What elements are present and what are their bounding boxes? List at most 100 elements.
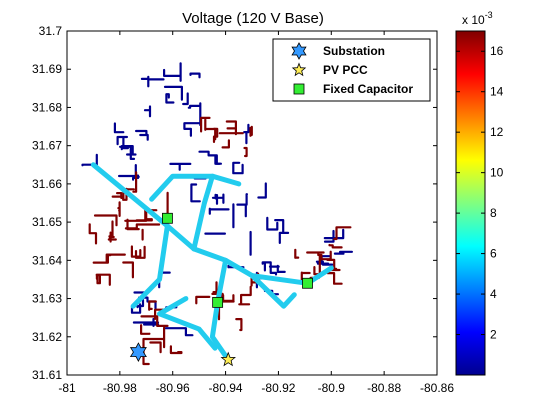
feeder-segment — [148, 300, 157, 311]
feeder-segment — [249, 125, 253, 137]
capacitor-marker — [162, 212, 173, 224]
feeder-trunk — [191, 173, 242, 252]
feeder-segment — [163, 85, 183, 101]
chart-title: Voltage (120 V Base) — [182, 10, 324, 27]
feeder-segment — [132, 171, 138, 193]
feeder-segment — [140, 75, 150, 88]
substation-marker — [129, 342, 147, 362]
feeder-segment — [93, 214, 118, 227]
y-tick-label: 31.63 — [32, 292, 62, 306]
feeder-segment — [200, 116, 211, 133]
colorbar-axis: 2 4 6 8 10 12 14 16 — [456, 44, 504, 342]
colorbar-tick-label: 4 — [490, 287, 497, 301]
feeder-segment — [126, 218, 140, 231]
feeder-segment — [135, 129, 149, 141]
feeder-segment — [164, 327, 194, 337]
point-markers — [129, 212, 313, 367]
feeder-segment — [169, 162, 192, 171]
feeder-segment — [140, 315, 169, 327]
y-tick-label: 31.62 — [32, 330, 62, 344]
y-tick-label: 31.61 — [32, 368, 62, 382]
feeder-segment — [274, 219, 290, 244]
feeder-trunk — [130, 223, 170, 309]
colorbar-tick-label: 10 — [490, 166, 504, 180]
feeder-segment — [169, 345, 183, 355]
feeder-segment — [105, 253, 126, 264]
legend-pv-icon — [291, 62, 307, 77]
feeder-segment — [294, 248, 300, 259]
x-tick-label: -80.94 — [209, 381, 243, 395]
y-tick-label: 31.66 — [32, 177, 62, 191]
feeder-segment — [232, 161, 244, 175]
feeder-segment — [111, 192, 125, 199]
capacitor-marker — [212, 296, 224, 308]
legend-label: Substation — [323, 44, 385, 58]
feeder-segment — [306, 251, 325, 257]
feeder-segment — [262, 261, 266, 272]
feeder-trunk — [209, 257, 231, 363]
feeder-segment — [238, 285, 252, 306]
pv-pcc-marker — [220, 351, 236, 367]
feeder-segment — [134, 245, 146, 259]
legend-substation-icon — [291, 42, 307, 60]
feeder-segment — [119, 145, 136, 160]
x-tick-label: -81 — [58, 381, 76, 395]
colorbar-tick-label: 12 — [490, 125, 504, 139]
y-tick-label: 31.65 — [32, 215, 62, 229]
feeder-segment — [257, 182, 267, 199]
feeder-segment — [187, 104, 201, 109]
feeder-trunk — [157, 296, 218, 351]
feeder-segment — [236, 193, 248, 218]
feeder-segment — [326, 258, 338, 270]
feeder-segment — [221, 139, 230, 149]
feeder-segment — [143, 317, 160, 327]
feeder-segment — [149, 341, 162, 354]
feeder-segment — [211, 193, 225, 204]
legend-label: PV PCC — [323, 63, 368, 77]
feeder-segment — [214, 155, 221, 165]
feeder-segment — [323, 228, 345, 240]
feeder-segment — [95, 274, 101, 285]
colorbar-tick-label: 16 — [490, 44, 504, 58]
feeder-segment — [130, 303, 142, 314]
feeder-segment — [190, 183, 201, 203]
feeder-segment — [208, 207, 230, 215]
y-tick-label: 31.69 — [32, 62, 62, 76]
colorbar-multiplier: x 10-3 — [462, 10, 493, 27]
feeder-segment — [183, 122, 201, 137]
x-tick-label: -80.96 — [156, 381, 190, 395]
colorbar-tick-label: 8 — [490, 206, 497, 220]
legend-capacitor-icon — [293, 83, 305, 95]
x-tick-label: -80.9 — [318, 381, 346, 395]
feeder-segment — [135, 209, 153, 222]
feeder-segment — [333, 226, 352, 241]
feeder-segment — [117, 201, 121, 217]
colorbar-tick-label: 14 — [490, 85, 504, 99]
feeder-segment — [321, 250, 332, 261]
x-tick-label: -80.98 — [103, 381, 137, 395]
feeder-segment — [204, 118, 217, 141]
y-axis: 31.61 31.62 31.63 31.64 31.65 31.66 31.67 31.68… — [32, 24, 437, 382]
feeder-segment — [130, 245, 142, 258]
x-axis: -81 -80.98 -80.96 -80.94 -80.92 -80.9 -80.88 -8… — [58, 31, 454, 395]
feeder-segment — [107, 231, 117, 243]
feeder-segment — [122, 261, 134, 279]
feeder-segment — [143, 105, 152, 118]
colorbar-tick-label: 2 — [490, 328, 497, 342]
feeder-trunk — [149, 173, 215, 202]
feeder-segment — [266, 216, 279, 231]
feeder-segment — [333, 250, 353, 255]
y-tick-label: 31.68 — [32, 100, 62, 114]
feeder-segment — [195, 295, 211, 305]
feeder-segment — [212, 281, 218, 294]
feeder-segment — [142, 337, 165, 366]
colorbar — [455, 30, 486, 376]
colorbar-tick-label: 6 — [490, 247, 497, 261]
y-tick-label: 31.64 — [32, 253, 62, 267]
feeder-segment — [113, 122, 125, 134]
feeder-segment — [328, 243, 343, 249]
x-tick-label: -80.88 — [367, 381, 401, 395]
feeder-trunk — [249, 273, 297, 309]
feeder-segment — [189, 72, 201, 79]
